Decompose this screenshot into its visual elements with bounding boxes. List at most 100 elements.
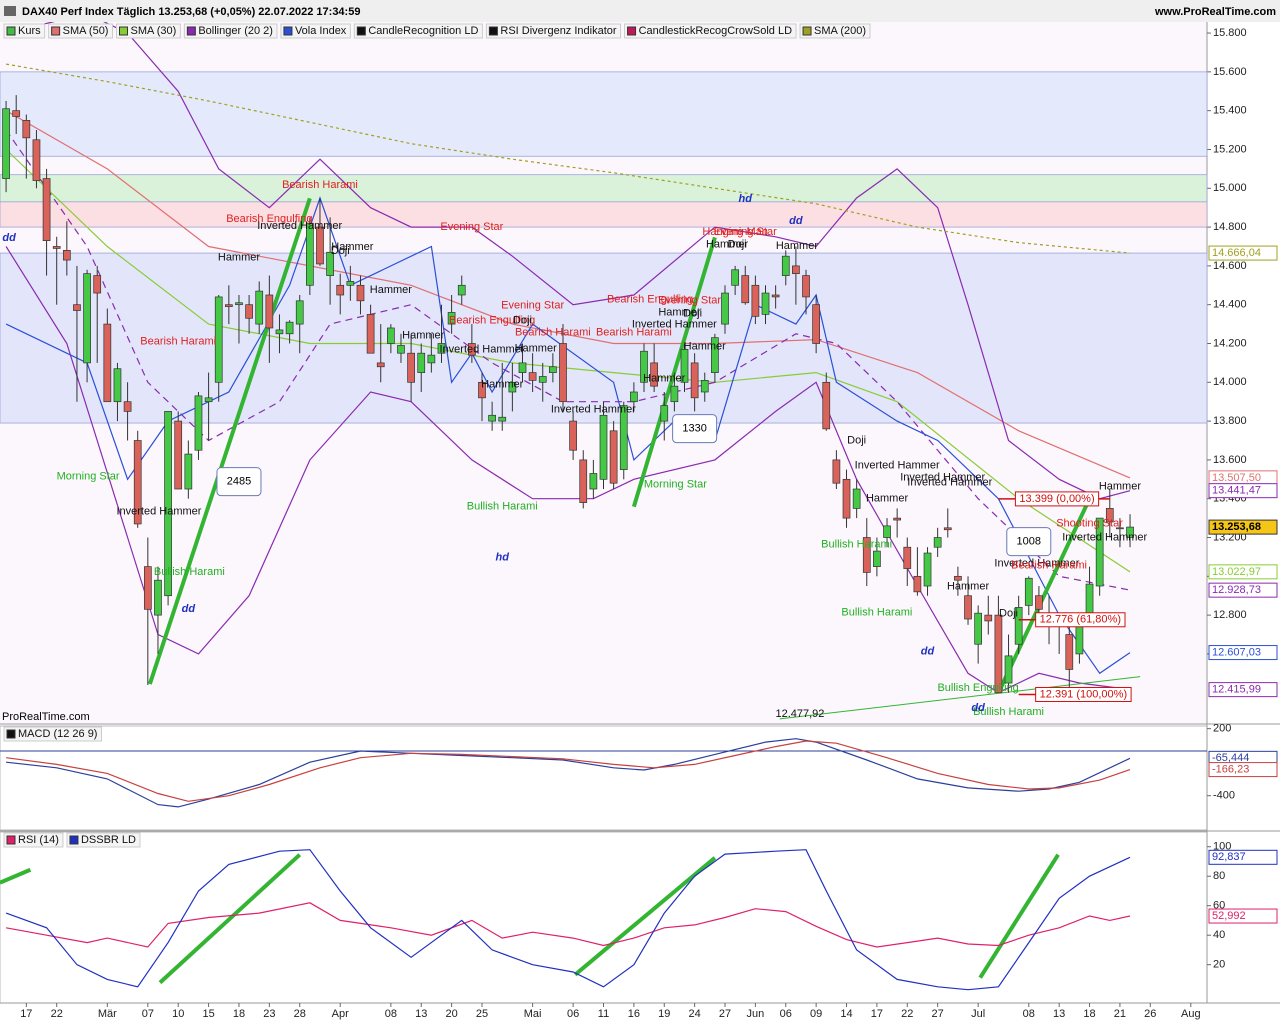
header-bar	[0, 0, 1280, 22]
candle-body	[2, 108, 10, 179]
candle-body	[387, 327, 395, 344]
legend-swatch	[488, 26, 498, 36]
x-tick-label: 27	[719, 1008, 731, 1020]
candle-body	[731, 269, 739, 286]
x-tick-label: 08	[385, 1008, 397, 1020]
candle-body	[316, 226, 324, 265]
x-tick-label: Jul	[971, 1008, 985, 1020]
candle-body	[670, 385, 679, 403]
legend-swatch	[356, 26, 366, 36]
end-label-box	[1208, 519, 1278, 535]
candle-body	[1024, 577, 1033, 606]
trendline	[0, 867, 32, 885]
pattern-label: Inverted Hammer	[551, 403, 636, 415]
y-tick-label: 15.800	[1213, 27, 1247, 39]
pattern-label: Hammer	[684, 340, 727, 352]
legend-item-box	[280, 23, 351, 39]
candle-body	[437, 343, 446, 354]
candle-body	[62, 250, 71, 261]
y-tick-label: 13.800	[1213, 415, 1247, 427]
y-tick-label: 15.400	[1213, 105, 1247, 117]
candle-body	[356, 284, 365, 302]
zone	[0, 174, 1208, 203]
candle-body	[538, 376, 547, 383]
y-tick-label: 14.400	[1213, 299, 1247, 311]
end-label-box	[1208, 564, 1278, 580]
y-tick-label: 14.200	[1213, 337, 1247, 349]
y-tick-label: 14.000	[1213, 376, 1247, 388]
candle-body	[842, 478, 851, 519]
pattern-label: Hammer	[658, 306, 701, 318]
legend-label: SMA (50)	[63, 25, 109, 37]
candle-body	[346, 281, 355, 286]
zone	[0, 71, 1208, 157]
trendline	[147, 197, 312, 685]
end-label-text: 13.022,97	[1212, 566, 1261, 578]
end-label: 52,992	[1208, 908, 1278, 924]
candle-body	[214, 296, 223, 383]
pattern-label: Bearish Engulfing	[226, 213, 312, 225]
candle-body	[933, 537, 942, 548]
candle-body	[619, 405, 628, 470]
pattern-label: Doji	[513, 314, 532, 326]
legend-label: CandlestickRecogCrowSold LD	[639, 25, 793, 37]
x-tick-label: 08	[1023, 1008, 1035, 1020]
candle-body	[498, 416, 507, 422]
pattern-label: hd	[739, 193, 753, 205]
x-tick-label: 28	[294, 1008, 306, 1020]
candle-body	[660, 405, 669, 422]
x-tick-label: 10	[172, 1008, 184, 1020]
legend-item-box	[485, 23, 622, 39]
candle-body	[52, 246, 61, 249]
pattern-label: Hammer	[776, 240, 819, 252]
candle-body	[427, 354, 436, 364]
candle-body	[417, 352, 426, 373]
candle-body	[42, 178, 51, 242]
candle-body	[741, 275, 750, 304]
end-label: 14.666,04	[1208, 245, 1278, 261]
end-label: 12.928,73	[1208, 582, 1278, 598]
pattern-label: Evening Star	[440, 221, 503, 233]
legend-swatch	[283, 26, 293, 36]
pattern-label: Inverted Hammer	[116, 506, 201, 518]
end-label-box	[1208, 682, 1278, 698]
candle-body	[235, 302, 243, 306]
y-tick-label: 20	[1213, 959, 1225, 971]
legend-label: RSI Divergenz Indikator	[500, 25, 616, 37]
end-label-text: 52,992	[1212, 910, 1246, 922]
candle-body	[22, 120, 31, 139]
pattern-label: Inverted Hammer	[994, 558, 1079, 570]
legend-label: RSI (14)	[18, 834, 59, 846]
candle-body	[407, 352, 415, 383]
candle-body	[711, 337, 719, 373]
candle-body	[285, 321, 294, 335]
candle-body	[528, 372, 537, 381]
candle-body	[73, 304, 81, 311]
end-label-text: 12.415,99	[1212, 684, 1261, 696]
candle-body	[488, 414, 496, 422]
x-tick-label: 11	[598, 1008, 609, 1020]
line	[5, 849, 1131, 991]
candle-body	[771, 294, 780, 298]
y-tick-label: 15.200	[1213, 143, 1247, 155]
pattern-label: Hammer	[947, 581, 990, 593]
legend-swatch	[627, 26, 637, 36]
candle-body	[133, 440, 142, 525]
candle-body	[812, 304, 820, 344]
trendline	[158, 853, 302, 985]
candle-body	[792, 265, 800, 274]
x-tick-label: 24	[689, 1008, 701, 1020]
pattern-label: Hammer	[1099, 481, 1142, 493]
x-tick-label: 22	[901, 1008, 913, 1020]
x-tick-label: 25	[476, 1008, 488, 1020]
legend-swatch	[186, 26, 196, 36]
line	[6, 740, 1131, 802]
legend-swatch	[69, 835, 79, 845]
y-tick-label: 80	[1213, 870, 1225, 882]
candle-body	[943, 527, 952, 531]
end-label-text: 14.666,04	[1212, 247, 1261, 259]
y-tick-label: 15.600	[1213, 66, 1247, 78]
x-tick-label: 20	[445, 1008, 457, 1020]
end-label: 92,837	[1208, 849, 1278, 865]
legend-swatch	[802, 26, 812, 36]
